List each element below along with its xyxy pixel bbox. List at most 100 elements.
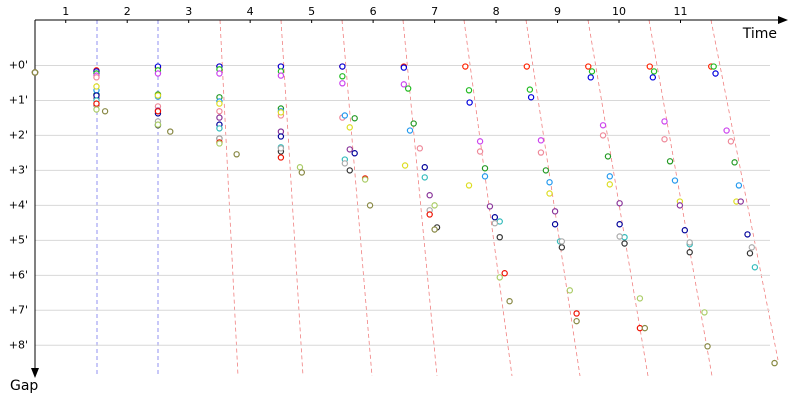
point <box>426 192 433 199</box>
x-tick-label: 1 <box>62 5 69 18</box>
y-tick-label: +3' <box>9 163 28 176</box>
point <box>599 132 607 139</box>
point <box>723 127 730 134</box>
lap-guide <box>341 19 373 377</box>
point <box>421 174 428 181</box>
point <box>650 68 658 75</box>
point <box>93 83 100 90</box>
point <box>573 317 580 325</box>
x-tick-label: 7 <box>431 5 438 18</box>
point <box>566 287 574 294</box>
point <box>277 145 285 152</box>
point <box>216 114 223 121</box>
y-tick-label: +2' <box>9 128 28 141</box>
point <box>546 179 553 186</box>
y-tick-label: +1' <box>9 93 28 106</box>
point <box>341 112 349 119</box>
point <box>649 74 657 81</box>
point <box>341 160 349 167</box>
point <box>277 154 285 161</box>
point <box>537 149 545 156</box>
point <box>526 86 534 93</box>
x-tick-label: 6 <box>370 5 377 18</box>
point <box>154 121 162 128</box>
point <box>771 359 778 367</box>
point <box>501 270 508 277</box>
point <box>466 99 473 106</box>
x-tick-label: 5 <box>308 5 315 18</box>
point <box>216 140 223 147</box>
point <box>476 148 484 155</box>
x-tick-label: 9 <box>554 5 561 18</box>
point <box>339 73 346 80</box>
point <box>154 108 162 115</box>
point <box>465 182 473 189</box>
point <box>737 198 744 205</box>
point <box>216 100 223 107</box>
point <box>686 239 693 246</box>
point <box>346 146 353 153</box>
point <box>551 221 559 228</box>
point <box>666 158 674 165</box>
point <box>491 214 499 221</box>
point <box>701 309 708 316</box>
point <box>154 92 162 99</box>
y-tick-label: +0' <box>9 58 28 71</box>
point <box>731 159 738 166</box>
y-tick-label: +7' <box>9 303 28 316</box>
point <box>400 64 408 71</box>
point <box>361 176 369 183</box>
point <box>496 274 503 281</box>
point <box>491 220 499 227</box>
point <box>346 124 353 131</box>
point <box>93 100 100 107</box>
lap-guides <box>96 19 779 377</box>
point <box>616 200 623 207</box>
point <box>558 244 566 251</box>
point <box>410 120 417 127</box>
point <box>496 233 503 241</box>
point <box>542 167 550 174</box>
point <box>93 74 100 81</box>
point <box>746 250 754 257</box>
point <box>31 69 39 76</box>
point <box>481 165 489 172</box>
point <box>546 190 553 197</box>
point <box>712 70 719 77</box>
point <box>154 70 162 77</box>
point <box>481 173 489 180</box>
x-tick-label: 11 <box>673 5 687 18</box>
point <box>523 63 531 70</box>
point <box>587 74 594 81</box>
x-axis-title: Time <box>742 26 777 42</box>
point <box>751 264 759 271</box>
point <box>646 63 653 70</box>
point <box>351 150 358 157</box>
point <box>339 80 346 87</box>
series-group <box>31 63 778 367</box>
point <box>431 202 438 209</box>
point <box>351 115 358 122</box>
point <box>558 238 566 245</box>
point <box>604 153 612 160</box>
point <box>704 343 711 350</box>
lap-guide <box>402 19 438 377</box>
lap-guide <box>280 19 304 377</box>
y-tick-label: +5' <box>9 233 28 246</box>
point <box>641 324 649 332</box>
x-tick-label: 8 <box>493 5 500 18</box>
point <box>93 106 100 113</box>
point <box>406 127 414 134</box>
point <box>727 138 735 145</box>
y-tick-label: +8' <box>9 338 28 351</box>
point <box>606 181 613 188</box>
point <box>661 136 668 143</box>
y-tick-label: +6' <box>9 268 28 281</box>
point <box>465 87 473 94</box>
point <box>366 202 374 209</box>
point <box>636 295 644 302</box>
grid <box>35 64 770 346</box>
point <box>298 169 306 176</box>
